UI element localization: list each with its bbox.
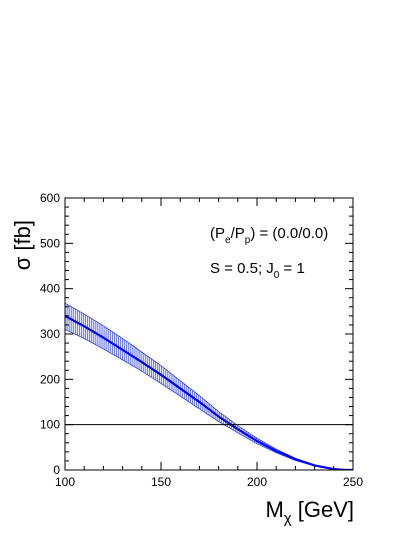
x-tick-label: 100 — [55, 475, 75, 489]
y-tick-label: 400 — [40, 282, 60, 296]
y-tick-label: 600 — [40, 191, 60, 205]
y-tick-label: 200 — [40, 372, 60, 386]
y-tick-label: 100 — [40, 418, 60, 432]
band-hatch — [65, 303, 339, 470]
plot-area — [65, 302, 353, 470]
y-tick-label: 500 — [40, 236, 60, 250]
series-line-0 — [65, 314, 353, 470]
x-tick-label: 200 — [247, 475, 267, 489]
band-upper-edge — [65, 302, 353, 470]
annotation-parameters: S = 0.5; J0 = 1 — [210, 260, 305, 281]
annotation-polarization: (Pe/Pp) = (0.0/0.0) — [210, 225, 328, 246]
x-tick-label: 250 — [343, 475, 363, 489]
y-tick-label: 0 — [53, 463, 60, 477]
x-axis-title: Mχ [GeV] — [265, 497, 354, 527]
y-axis-title: σ [fb] — [10, 220, 35, 270]
x-tick-label: 150 — [151, 475, 171, 489]
y-tick-label: 300 — [40, 327, 60, 341]
plot-clip-group — [65, 302, 353, 470]
uncertainty-band — [65, 303, 353, 470]
